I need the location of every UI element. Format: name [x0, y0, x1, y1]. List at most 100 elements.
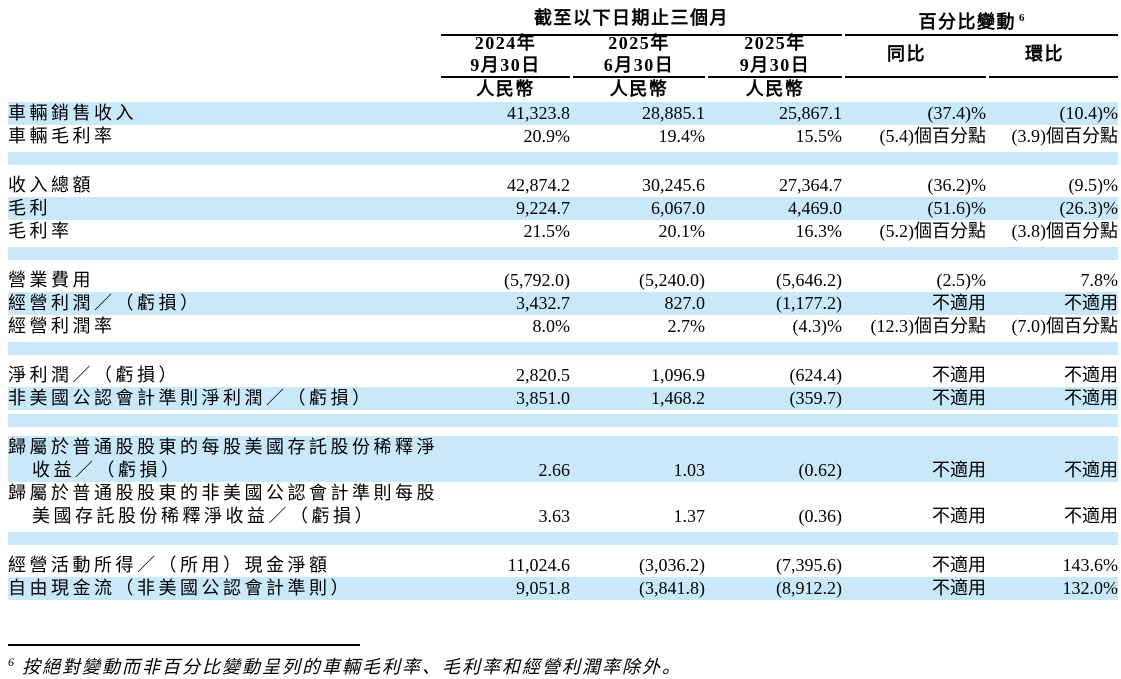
- table-row: 車輛毛利率 20.9% 19.4% 15.5% (5.4)個百分點 (3.9)個百分點: [8, 125, 1118, 148]
- currency-empty: [845, 78, 986, 102]
- cell-value: 不適用: [932, 365, 986, 385]
- group-header-change-label: 百分比變動: [918, 12, 1016, 32]
- cell-value: (9.5)%: [1068, 175, 1118, 195]
- footnote-divider: [8, 644, 360, 646]
- cell-value: 3,851.0: [516, 388, 570, 408]
- row-label: 毛利率: [8, 221, 73, 241]
- cell-value: (10.4)%: [1059, 103, 1118, 123]
- cell-value: (3,036.2): [639, 555, 705, 575]
- cell-value: (37.4)%: [927, 103, 986, 123]
- cell-value: 不適用: [932, 506, 986, 526]
- table-row: 淨利潤／（虧損） 2,820.5 1,096.9 (624.4) 不適用 不適用: [8, 364, 1118, 387]
- table-row: 歸屬於普通股股東的每股美國存託股份稀釋淨 收益／（虧損） 2.66 1.03 (0.62…: [8, 436, 1118, 482]
- table-row: 車輛銷售收入 41,323.8 28,885.1 25,867.1 (37.4)% (10…: [8, 102, 1118, 125]
- cell-value: 41,323.8: [507, 103, 570, 123]
- row-label: 非美國公認會計準則淨利潤／（虧損）: [8, 388, 374, 408]
- cell-value: 4,469.0: [788, 198, 842, 218]
- table-spacer-row: [8, 532, 1118, 554]
- column-header-2025-09-30: 2025年 9月30日: [708, 32, 842, 78]
- cell-value: (7,395.6): [776, 555, 842, 575]
- spacer-highlight-band: [8, 342, 1118, 355]
- table-group-header-row: 截至以下日期止三個月 百分比變動 6: [8, 6, 1118, 36]
- cell-value: 28,885.1: [642, 103, 705, 123]
- column-header-year: 2025年: [744, 33, 806, 53]
- row-label-line2: 收益／（虧損）: [32, 460, 183, 480]
- cell-value: (3.9)個百分點: [1011, 126, 1119, 146]
- cell-value: 9,051.8: [516, 578, 570, 598]
- cell-value: 20.1%: [658, 221, 706, 241]
- cell-value: (26.3)%: [1059, 198, 1118, 218]
- cell-value: (5.4)個百分點: [879, 126, 987, 146]
- row-label: 經營利潤率: [8, 316, 116, 336]
- row-label: 營業費用: [8, 270, 94, 290]
- row-label: 經營活動所得／（所用）現金淨額: [8, 555, 331, 575]
- cell-value: 1,096.9: [651, 365, 705, 385]
- cell-value: 7.8%: [1080, 270, 1119, 290]
- cell-value: 132.0%: [1062, 578, 1119, 598]
- cell-value: (12.3)個百分點: [870, 316, 987, 336]
- column-header-empty: [8, 32, 438, 78]
- cell-value: 827.0: [664, 293, 706, 313]
- cell-value: 3,432.7: [516, 293, 570, 313]
- table-row: 歸屬於普通股股東的非美國公認會計準則每股 美國存託股份稀釋淨收益／（虧損） 3.63…: [8, 482, 1118, 528]
- cell-value: (36.2)%: [927, 175, 986, 195]
- cell-value: (0.62): [798, 460, 843, 480]
- cell-value: 21.5%: [523, 221, 571, 241]
- cell-value: (51.6)%: [927, 198, 986, 218]
- footnote-number: 6: [8, 655, 16, 669]
- table-spacer-row: [8, 152, 1118, 174]
- table-row: 毛利 9,224.7 6,067.0 4,469.0 (51.6)% (26.3)%: [8, 197, 1118, 220]
- cell-value: 2,820.5: [516, 365, 570, 385]
- cell-value: 不適用: [1064, 388, 1118, 408]
- cell-value: 27,364.7: [779, 175, 842, 195]
- cell-value: (1,177.2): [776, 293, 842, 313]
- cell-value: 不適用: [932, 460, 986, 480]
- cell-value: (5,646.2): [776, 270, 842, 290]
- row-label: 歸屬於普通股股東的非美國公認會計準則每股 美國存託股份稀釋淨收益／（虧損）: [8, 482, 438, 528]
- financial-results-page: 截至以下日期止三個月 百分比變動 6 2024年 9月30日 2025年 6月30…: [8, 6, 1119, 677]
- column-header-date: 9月30日: [739, 55, 811, 75]
- cell-value: 1.03: [673, 460, 706, 480]
- spacer-highlight-band: [8, 247, 1118, 260]
- cell-value: (5,240.0): [639, 270, 705, 290]
- cell-value: (7.0)個百分點: [1011, 316, 1119, 336]
- cell-value: 25,867.1: [779, 103, 842, 123]
- cell-value: 2.66: [538, 460, 571, 480]
- column-header-qoq: 環比: [989, 32, 1118, 78]
- row-label: 車輛銷售收入: [8, 103, 137, 123]
- cell-value: 不適用: [1064, 293, 1118, 313]
- currency-empty: [8, 78, 438, 102]
- cell-value: 143.6%: [1062, 555, 1119, 575]
- cell-value: 2.7%: [667, 316, 706, 336]
- cell-value: 不適用: [932, 293, 986, 313]
- cell-value: (3,841.8): [639, 578, 705, 598]
- row-label: 淨利潤／（虧損）: [8, 365, 180, 385]
- cell-value: (3.8)個百分點: [1011, 221, 1119, 241]
- cell-value: 不適用: [932, 555, 986, 575]
- cell-value: 3.63: [538, 506, 571, 526]
- column-header-2024-09-30: 2024年 9月30日: [441, 32, 570, 78]
- cell-value: (624.4): [789, 365, 843, 385]
- cell-value: 15.5%: [795, 126, 843, 146]
- cell-value: 8.0%: [532, 316, 571, 336]
- cell-value: (5.2)個百分點: [879, 221, 987, 241]
- table-currency-row: 人民幣 人民幣 人民幣: [8, 78, 1118, 102]
- currency-label: 人民幣: [745, 79, 805, 99]
- table-spacer-row: [8, 414, 1118, 436]
- cell-value: 42,874.2: [507, 175, 570, 195]
- row-label-line1: 歸屬於普通股股東的非美國公認會計準則每股: [8, 483, 438, 503]
- cell-value: (359.7): [789, 388, 843, 408]
- column-header-date: 9月30日: [470, 55, 541, 75]
- table-row: 自由現金流（非美國公認會計準則） 9,051.8 (3,841.8) (8,912.2…: [8, 577, 1118, 600]
- row-label: 歸屬於普通股股東的每股美國存託股份稀釋淨 收益／（虧損）: [8, 436, 438, 482]
- cell-value: 不適用: [932, 578, 986, 598]
- cell-value: 不適用: [1064, 365, 1118, 385]
- cell-value: 不適用: [932, 388, 986, 408]
- group-header-period-label: 截至以下日期止三個月: [534, 8, 729, 28]
- table-spacer-row: [8, 247, 1118, 269]
- row-label: 車輛毛利率: [8, 126, 116, 146]
- table-row: 經營利潤率 8.0% 2.7% (4.3)% (12.3)個百分點 (7.0)個百分點: [8, 315, 1118, 338]
- cell-value: 16.3%: [795, 221, 843, 241]
- cell-value: 9,224.7: [516, 198, 570, 218]
- table-column-header-row: 2024年 9月30日 2025年 6月30日 2025年 9月30日 同比 環…: [8, 32, 1118, 78]
